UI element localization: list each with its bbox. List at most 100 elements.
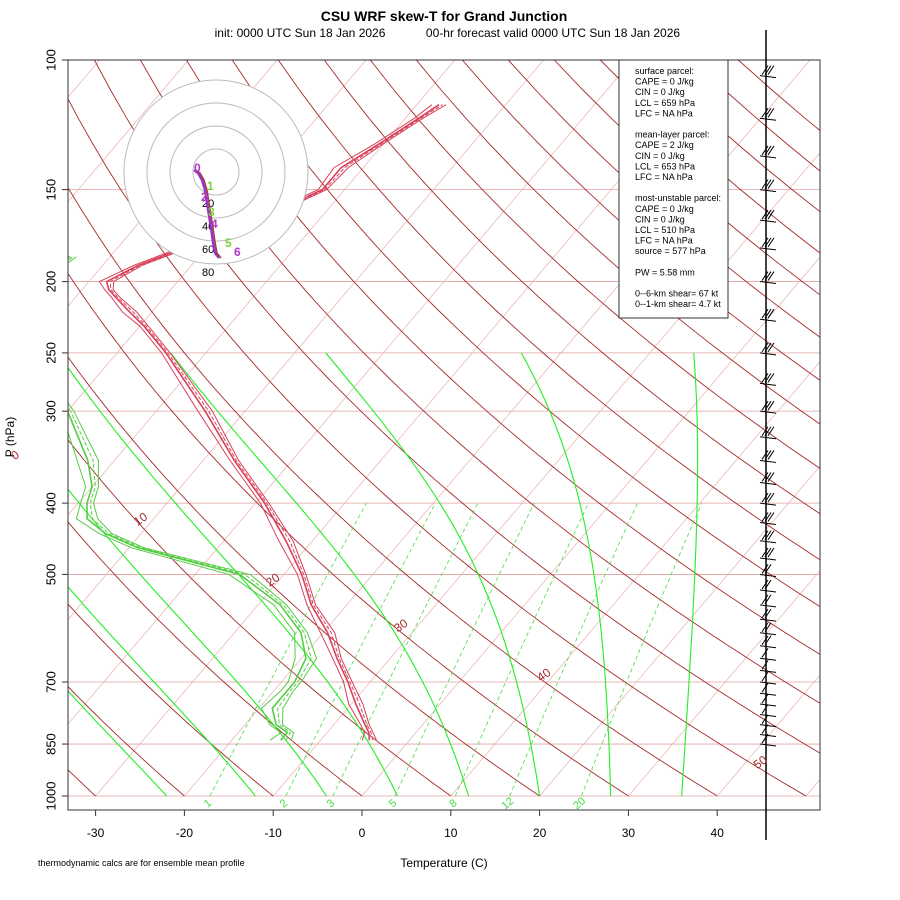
wind-barb-flag <box>767 472 775 482</box>
temperature-axis: -30 -20 -10 0 10 20 30 40 <box>87 810 724 840</box>
wind-barb-flag <box>764 237 772 248</box>
wind-barb-flag <box>761 622 769 632</box>
wind-barb-flag <box>764 450 772 460</box>
wind-barb <box>759 724 777 738</box>
wind-barb <box>759 579 777 593</box>
wind-barb <box>759 65 777 79</box>
pressure-axis: 100 150 200 250 300 400 500 700 850 1000 <box>43 49 68 810</box>
temperature-tick-label: 40 <box>711 826 725 840</box>
y-axis-label: P (hPa) <box>3 417 17 457</box>
mixing-ratio-line <box>454 502 589 797</box>
wind-barb-flag <box>764 622 772 632</box>
wind-barb-flag <box>767 108 775 118</box>
dry-adiabat-label: 0 <box>8 447 22 462</box>
wind-barb-shaft <box>759 502 777 506</box>
wind-barb-flag <box>764 512 772 522</box>
wind-barb <box>759 145 777 159</box>
hodograph-height-label: 4 <box>211 217 218 231</box>
wind-barb-flag <box>764 492 772 503</box>
isotherm-line <box>68 60 633 725</box>
info-box-line: CIN = 0 J/kg <box>635 87 685 97</box>
hodograph-ring <box>146 102 286 242</box>
wind-barb-flag <box>761 564 769 574</box>
isotherm-line <box>272 152 820 797</box>
wind-barb-flag <box>764 608 772 619</box>
pressure-tick-label: 200 <box>43 271 58 293</box>
dewpoint-profile-line <box>68 430 296 741</box>
wind-barb-flag <box>767 209 775 220</box>
isotherm-line <box>68 60 456 516</box>
wind-barb <box>759 108 777 121</box>
moist-adiabat <box>520 352 612 796</box>
wind-barb-flag <box>761 426 769 437</box>
hodograph-height-label: 5 <box>225 236 232 250</box>
info-box-line: CAPE = 0 J/kg <box>635 77 694 87</box>
wind-barb-flag <box>767 450 775 460</box>
wind-barb-flag <box>761 724 769 734</box>
wind-barb-shaft <box>759 247 777 251</box>
wind-barb-flag <box>767 145 775 156</box>
wind-barb-shaft <box>759 557 777 561</box>
wind-barb-flag <box>761 648 769 658</box>
mixing-ratio-line <box>509 502 638 797</box>
wind-barb-flag <box>767 492 775 503</box>
wind-barb-shaft <box>759 669 777 673</box>
wind-barb <box>759 271 777 285</box>
wind-barb-shaft <box>759 436 777 440</box>
wind-barb <box>759 648 777 661</box>
wind-barb-flag <box>761 271 769 281</box>
wind-barb <box>759 373 777 386</box>
wind-barb-flag <box>767 65 775 75</box>
wind-barb-flag <box>761 530 769 541</box>
wind-barb <box>759 564 777 577</box>
hodograph-ring <box>123 79 309 265</box>
wind-barb-shaft <box>759 189 777 193</box>
wind-barb-shaft <box>759 681 777 685</box>
wind-barb <box>759 622 777 636</box>
pressure-tick-label: 300 <box>43 400 58 422</box>
wind-barb-flag <box>761 400 769 411</box>
mixing-ratio-label: 5 <box>387 797 399 810</box>
wind-barb-flag <box>764 145 772 156</box>
info-box-line: LFC = NA hPa <box>635 108 693 118</box>
wind-barb-flag <box>767 271 775 281</box>
mixing-ratio-label: 3 <box>325 797 337 810</box>
dry-adiabat <box>68 685 185 797</box>
mixing-ratio-line <box>581 502 703 797</box>
wind-barb-flag <box>761 450 769 460</box>
wind-barb-flag <box>764 564 772 574</box>
dry-adiabat-label: 40 <box>534 665 553 684</box>
wind-barb-flag <box>767 530 775 541</box>
moist-adiabat <box>170 352 470 797</box>
moist-adiabat <box>68 586 256 797</box>
wind-barb-flag <box>764 271 772 281</box>
moist-adiabat <box>68 488 327 797</box>
temperature-profile-line <box>112 104 447 741</box>
hodograph-height-label: 1 <box>207 179 214 193</box>
sounding-profiles <box>68 104 447 741</box>
hodograph-ring-label: 60 <box>202 244 214 256</box>
mixing-ratio-line <box>394 502 535 797</box>
wind-barb-shaft <box>759 743 777 747</box>
info-box-frame <box>618 59 729 319</box>
dry-adiabat <box>68 97 807 797</box>
dry-adiabat <box>140 60 820 704</box>
wind-barbs <box>759 30 777 840</box>
moist-adiabat <box>68 366 398 797</box>
pressure-tick-label: 150 <box>43 179 58 201</box>
hodograph-height-label: 3 <box>208 205 215 219</box>
dry-adiabat <box>68 439 452 797</box>
wind-barb-flag <box>761 733 769 744</box>
pressure-tick-label: 400 <box>43 492 58 514</box>
wind-barb-flag <box>767 547 775 558</box>
wind-barb <box>759 472 777 485</box>
chart-subtitle-init: init: 0000 UTC Sun 18 Jan 2026 <box>215 26 386 40</box>
wind-barb-flag <box>761 492 769 503</box>
isotherm-line <box>450 361 820 797</box>
wind-barb-flag <box>761 308 769 319</box>
wind-barb-flag <box>761 682 769 693</box>
wind-barb-flag <box>761 108 769 118</box>
wind-barb-flag <box>761 714 769 724</box>
wind-barb-flag <box>761 373 769 383</box>
